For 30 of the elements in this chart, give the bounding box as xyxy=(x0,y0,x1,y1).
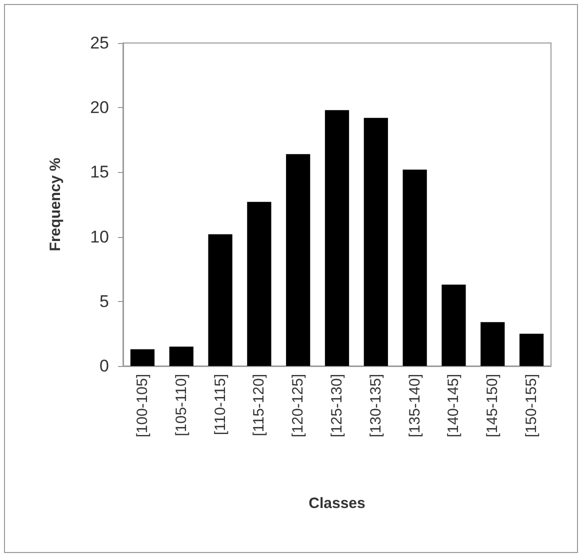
y-tick-label: 10 xyxy=(90,227,109,246)
y-tick-label: 25 xyxy=(90,34,109,52)
bar xyxy=(364,118,388,366)
x-tick-label: [145-150] xyxy=(484,374,502,438)
bar xyxy=(324,110,350,366)
bar xyxy=(442,284,466,366)
bar xyxy=(247,202,272,366)
x-tick-label: [120-125] xyxy=(290,374,307,438)
bar xyxy=(480,322,505,366)
y-tick-label: 20 xyxy=(90,98,109,118)
bar xyxy=(130,349,155,366)
y-tick-label: 15 xyxy=(90,162,109,182)
bar xyxy=(402,170,427,366)
bar xyxy=(169,346,194,366)
x-tick-label: [135-140] xyxy=(406,374,424,438)
x-tick-label: [105-110] xyxy=(172,374,190,436)
bar xyxy=(208,234,232,366)
y-tick-label: 5 xyxy=(100,292,109,311)
y-axis-title: Frequency % xyxy=(47,158,64,252)
x-tick-label: [110-115] xyxy=(212,374,229,436)
y-tick-label: 0 xyxy=(100,356,109,376)
x-tick-label: [115-120] xyxy=(250,374,268,436)
bar xyxy=(519,334,544,366)
x-tick-label: [130-135] xyxy=(367,374,384,438)
x-tick-label: [125-130] xyxy=(328,374,346,438)
x-tick-label: [100-105] xyxy=(134,374,151,438)
bar xyxy=(286,154,310,366)
x-tick-label: [150-155] xyxy=(523,374,540,438)
x-axis-title: Classes xyxy=(308,495,366,512)
x-tick-label: [140-145] xyxy=(445,374,462,438)
